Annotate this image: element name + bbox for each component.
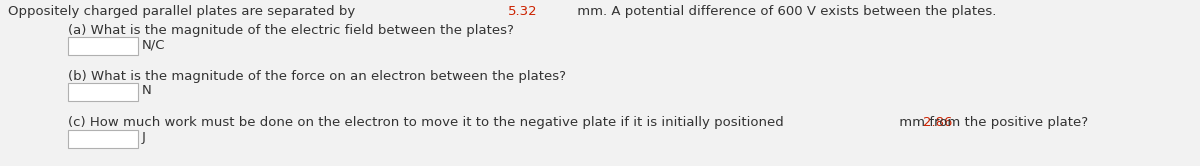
FancyBboxPatch shape — [68, 130, 138, 148]
Text: 2.86: 2.86 — [923, 116, 953, 129]
Text: N: N — [142, 84, 151, 97]
FancyBboxPatch shape — [68, 37, 138, 55]
Text: (a) What is the magnitude of the electric field between the plates?: (a) What is the magnitude of the electri… — [68, 24, 515, 37]
Text: mm. A potential difference of 600 V exists between the plates.: mm. A potential difference of 600 V exis… — [574, 5, 997, 18]
Text: (c) How much work must be done on the electron to move it to the negative plate : (c) How much work must be done on the el… — [68, 116, 788, 129]
Text: (b) What is the magnitude of the force on an electron between the plates?: (b) What is the magnitude of the force o… — [68, 70, 566, 83]
FancyBboxPatch shape — [68, 83, 138, 101]
Text: J: J — [142, 131, 146, 144]
Text: N/C: N/C — [142, 38, 166, 51]
Text: Oppositely charged parallel plates are separated by: Oppositely charged parallel plates are s… — [8, 5, 360, 18]
Text: 5.32: 5.32 — [508, 5, 538, 18]
Text: mm from the positive plate?: mm from the positive plate? — [895, 116, 1088, 129]
